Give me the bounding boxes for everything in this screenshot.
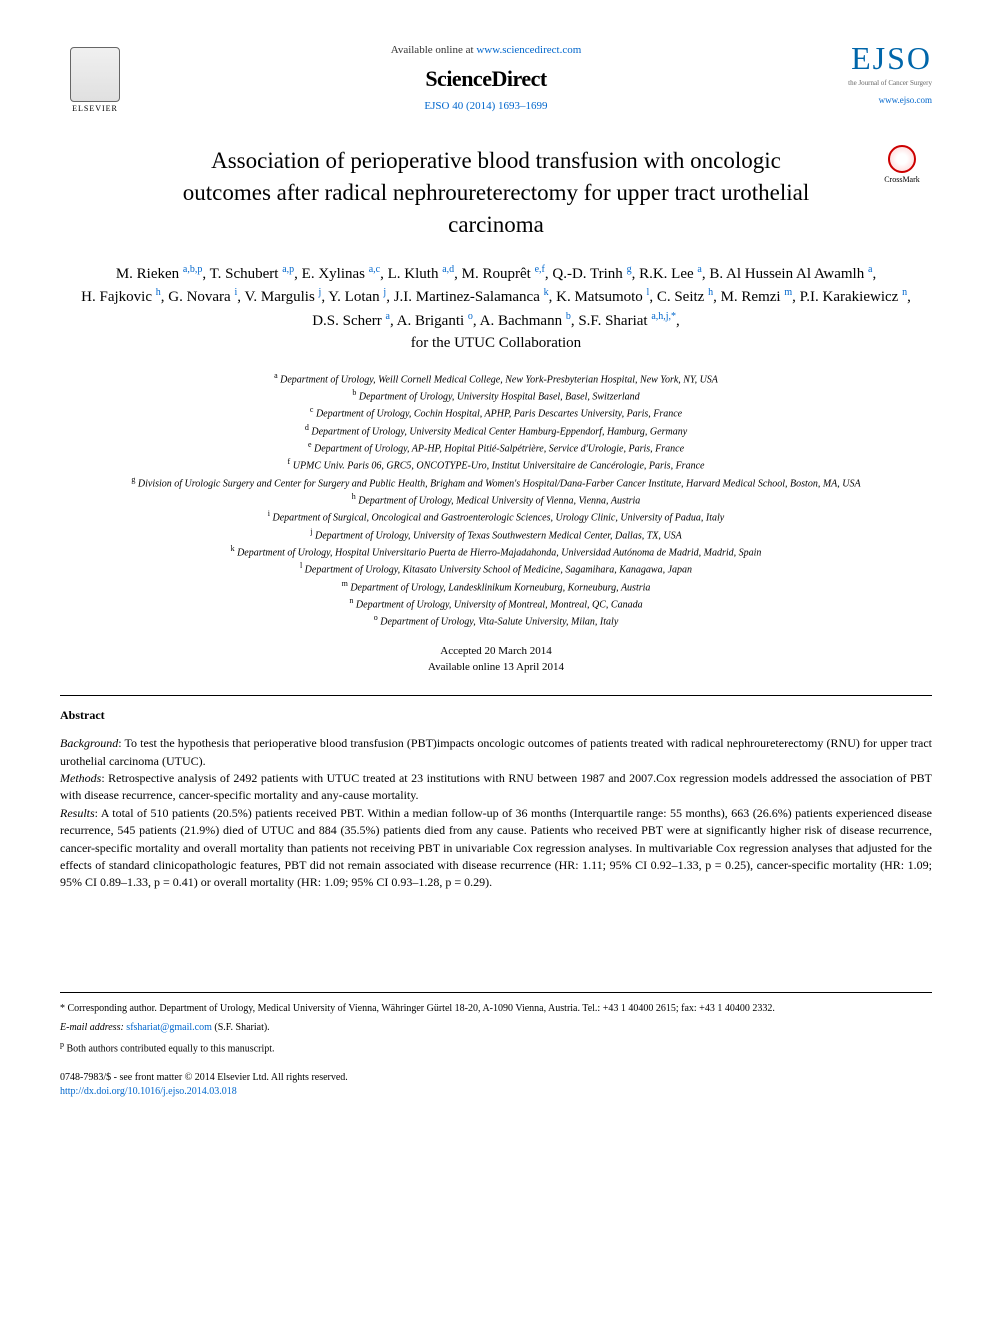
author: K. Matsumoto l [556,289,649,305]
ejso-label: EJSO [842,40,932,77]
affiliation: d Department of Urology, University Medi… [60,422,932,439]
ejso-url[interactable]: www.ejso.com [842,95,932,105]
methods-label: Methods [60,771,101,785]
online-date: Available online 13 April 2014 [60,660,932,675]
accepted-date: Accepted 20 March 2014 [60,644,932,659]
article-dates: Accepted 20 March 2014 Available online … [60,644,932,675]
author: L. Kluth a,d [388,266,455,282]
author: H. Fajkovic h [81,289,161,305]
author: E. Xylinas a,c [302,266,380,282]
authors-list: M. Rieken a,b,p, T. Schubert a,p, E. Xyl… [60,262,932,355]
corresponding-author: * Corresponding author. Department of Ur… [60,1001,932,1016]
center-header: Available online at www.sciencedirect.co… [130,40,842,112]
affiliation: j Department of Urology, University of T… [60,526,932,543]
email-label: E-mail address: [60,1022,126,1033]
sciencedirect-logo: ScienceDirect [150,66,822,92]
affiliation: f UPMC Univ. Paris 06, GRC5, ONCOTYPE-Ur… [60,456,932,473]
divider [60,695,932,696]
email-footnote: E-mail address: sfshariat@gmail.com (S.F… [60,1020,932,1035]
affiliation: o Department of Urology, Vita-Salute Uni… [60,612,932,629]
ejso-subtitle: the Journal of Cancer Surgery [842,79,932,87]
abstract-body: Background: To test the hypothesis that … [60,735,932,892]
affiliation: k Department of Urology, Hospital Univer… [60,543,932,560]
affiliations-list: a Department of Urology, Weill Cornell M… [60,370,932,630]
affiliation: c Department of Urology, Cochin Hospital… [60,404,932,421]
ejso-logo: EJSO the Journal of Cancer Surgery www.e… [842,40,932,105]
author: T. Schubert a,p [210,266,295,282]
author: J.I. Martinez-Salamanca k [394,289,549,305]
journal-reference[interactable]: EJSO 40 (2014) 1693–1699 [150,100,822,112]
email-suffix: (S.F. Shariat). [212,1022,270,1033]
author: R.K. Lee a [639,266,702,282]
author: A. Bachmann b [480,313,571,329]
author: M. Rieken a,b,p [116,266,203,282]
collaboration: for the UTUC Collaboration [411,335,581,351]
author: A. Briganti o [397,313,473,329]
author: M. Rouprêt e,f [462,266,545,282]
crossmark[interactable]: CrossMark [872,145,932,184]
background-text: : To test the hypothesis that perioperat… [60,736,932,767]
author: B. Al Hussein Al Awamlh a [709,266,872,282]
author: Y. Lotan j [328,289,386,305]
available-online: Available online at www.sciencedirect.co… [150,40,822,58]
affiliation: h Department of Urology, Medical Univers… [60,491,932,508]
copyright: 0748-7983/$ - see front matter © 2014 El… [60,1071,932,1099]
article-title: Association of perioperative blood trans… [120,145,872,242]
title-row: Association of perioperative blood trans… [60,145,932,242]
affiliation: i Department of Surgical, Oncological an… [60,508,932,525]
sciencedirect-url[interactable]: www.sciencedirect.com [476,44,581,56]
author: M. Remzi m [721,289,793,305]
footnotes: * Corresponding author. Department of Ur… [60,992,932,1056]
elsevier-label: ELSEVIER [72,104,118,113]
elsevier-logo: ELSEVIER [60,40,130,120]
affiliation: e Department of Urology, AP-HP, Hopital … [60,439,932,456]
author: C. Seitz h [657,289,713,305]
elsevier-tree-icon [70,47,120,102]
abstract-heading: Abstract [60,708,932,723]
author: P.I. Karakiewicz n [800,289,907,305]
available-text: Available online at [391,44,477,56]
affiliation: a Department of Urology, Weill Cornell M… [60,370,932,387]
author: D.S. Scherr a [312,313,390,329]
crossmark-icon [888,145,916,173]
author: S.F. Shariat a,h,j,* [578,313,676,329]
affiliation: g Division of Urologic Surgery and Cente… [60,474,932,491]
author: Q.-D. Trinh g [552,266,631,282]
background-label: Background [60,736,118,750]
header: ELSEVIER Available online at www.science… [60,40,932,120]
equal-contribution: p Both authors contributed equally to th… [60,1039,932,1056]
affiliation: l Department of Urology, Kitasato Univer… [60,560,932,577]
affiliation: m Department of Urology, Landesklinikum … [60,578,932,595]
copyright-line: 0748-7983/$ - see front matter © 2014 El… [60,1071,932,1085]
author: G. Novara i [168,289,237,305]
methods-text: : Retrospective analysis of 2492 patient… [60,771,932,802]
affiliation: b Department of Urology, University Hosp… [60,387,932,404]
results-label: Results [60,806,95,820]
author: V. Margulis j [244,289,321,305]
affiliation: n Department of Urology, University of M… [60,595,932,612]
results-text: : A total of 510 patients (20.5%) patien… [60,806,932,890]
email-address[interactable]: sfshariat@gmail.com [126,1022,212,1033]
doi-link[interactable]: http://dx.doi.org/10.1016/j.ejso.2014.03… [60,1085,932,1099]
crossmark-label: CrossMark [884,175,920,184]
